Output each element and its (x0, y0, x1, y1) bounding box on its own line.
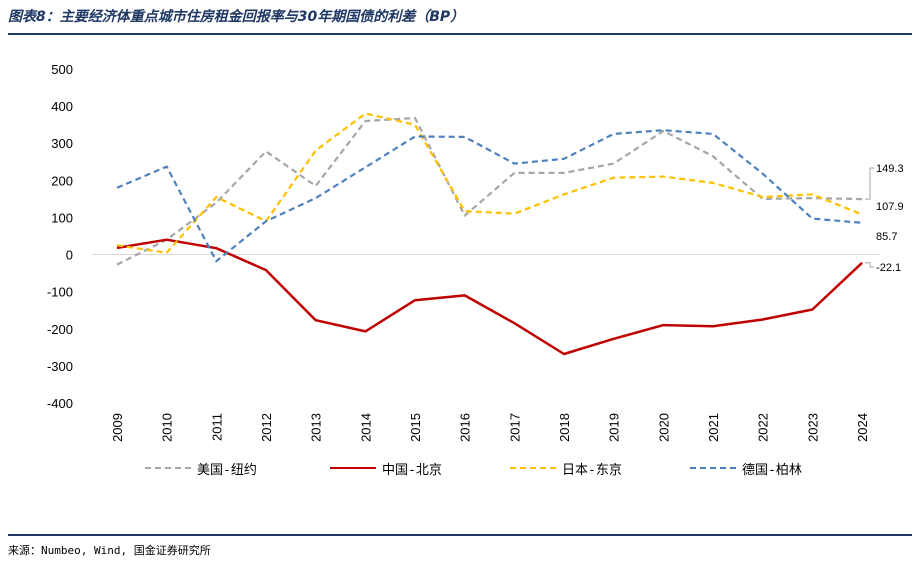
y-tick-label: 500 (51, 62, 73, 77)
x-tick-label: 2018 (557, 413, 572, 442)
legend-item-1: 中国-北京 (330, 456, 442, 480)
series-lines (116, 112, 863, 356)
y-tick-label: -100 (47, 285, 73, 300)
end-value-label: 107.9 (876, 201, 904, 213)
legend-item-2: 日本-东京 (510, 456, 622, 480)
legend-swatch (690, 467, 736, 469)
x-tick-label: 2010 (160, 413, 175, 442)
end-value-label: -22.1 (876, 262, 901, 274)
source-note: 来源：Numbeo, Wind, 国金证券研究所 (8, 544, 211, 557)
x-tick-label: 2009 (110, 413, 125, 442)
y-tick-label: -200 (47, 322, 73, 337)
end-value-label: 85.7 (876, 231, 897, 243)
end-labels: 149.3 107.9 85.7 -22.1 (865, 163, 904, 274)
chart-legend: 美国-纽约 中国-北京 日本-东京 德国-柏林 (0, 456, 920, 480)
end-label-connector (865, 167, 875, 200)
x-tick-label: 2014 (358, 413, 373, 442)
x-tick-label: 2020 (656, 413, 671, 442)
x-axis: 2009 2010 2011 2012 2013 2014 2015 2016 2017 2018… (92, 254, 880, 442)
line-chart: 500 400 300 200 100 0 -100 -200 -300 -400 2009 201… (47, 62, 904, 442)
y-tick-label: 100 (51, 210, 73, 225)
end-label-connector (865, 262, 875, 268)
legend-label: 美国-纽约 (197, 462, 257, 478)
legend-swatch (145, 467, 191, 469)
x-tick-label: 2023 (805, 413, 820, 442)
x-tick-label: 2021 (706, 413, 721, 442)
legend-label: 德国-柏林 (742, 462, 802, 478)
x-tick-label: 2019 (607, 413, 622, 442)
legend-swatch (330, 467, 376, 469)
x-tick-label: 2024 (855, 413, 870, 442)
legend-swatch (510, 467, 556, 469)
y-tick-label: 0 (66, 248, 73, 263)
legend-item-3: 德国-柏林 (690, 456, 802, 480)
legend-item-0: 美国-纽约 (145, 456, 257, 480)
x-tick-label: 2013 (309, 413, 324, 442)
x-tick-label: 2015 (408, 413, 423, 442)
x-tick-label: 2017 (507, 413, 522, 442)
y-tick-label: 400 (51, 99, 73, 114)
x-tick-label: 2016 (458, 413, 473, 442)
x-tick-label: 2022 (756, 413, 771, 442)
x-tick-label: 2011 (209, 413, 224, 441)
y-tick-label: -300 (47, 359, 73, 374)
title-divider (8, 33, 912, 35)
y-tick-label: -400 (47, 396, 73, 411)
series-line-2 (116, 112, 863, 254)
legend-label: 中国-北京 (382, 462, 442, 478)
end-value-label: 149.3 (876, 163, 904, 175)
y-axis: 500 400 300 200 100 0 -100 -200 -300 -400 (47, 62, 73, 411)
series-line-0 (116, 116, 863, 266)
y-tick-label: 300 (51, 136, 73, 151)
series-line-1 (116, 238, 863, 356)
legend-label: 日本-东京 (562, 462, 622, 478)
y-tick-label: 200 (51, 173, 73, 188)
source-divider (8, 534, 912, 536)
chart-title: 图表8：主要经济体重点城市住房租金回报率与30年期国债的利差（BP） (8, 9, 465, 25)
series-line-3 (116, 129, 863, 263)
x-tick-label: 2012 (259, 413, 274, 442)
